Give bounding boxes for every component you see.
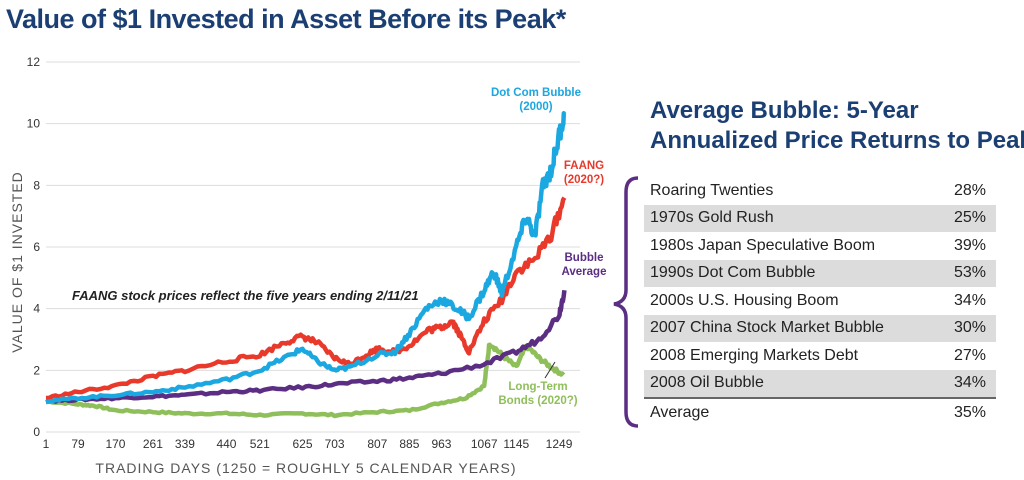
x-tick-label: 261 bbox=[143, 437, 163, 451]
row-label: 2000s U.S. Housing Boom bbox=[650, 291, 839, 309]
row-label: 2008 Oil Bubble bbox=[644, 369, 900, 398]
table-row: 2007 China Stock Market Bubble 30% bbox=[644, 314, 996, 342]
table-row: Roaring Twenties 28% bbox=[644, 177, 996, 205]
series-label: Bonds (2020?) bbox=[498, 395, 577, 407]
x-tick-label: 339 bbox=[175, 437, 195, 451]
x-tick-label: 703 bbox=[325, 437, 345, 451]
x-tick-label: 1 bbox=[43, 437, 50, 451]
table-row: 1980s Japan Speculative Boom 39% bbox=[644, 232, 996, 260]
grid-lines bbox=[46, 61, 580, 433]
y-tick-label: 10 bbox=[27, 117, 41, 131]
y-tick-label: 2 bbox=[33, 363, 40, 377]
row-value: 34% bbox=[900, 369, 996, 398]
table-row: 2000s U.S. Housing Boom 34% bbox=[644, 287, 996, 315]
row-label: Roaring Twenties bbox=[650, 181, 774, 199]
series-line-dot-com-bubble-2000- bbox=[45, 111, 567, 405]
x-tick-label: 170 bbox=[105, 437, 125, 451]
series-lines bbox=[45, 111, 567, 419]
y-tick-label: 8 bbox=[33, 178, 40, 192]
x-tick-labels: 1 79 170 261 339 440 521 625 703 807 885 963 1067 114… bbox=[43, 437, 573, 451]
table-title: Average Bubble: 5-Year Annualized Price … bbox=[650, 96, 1024, 156]
row-label: 1970s Gold Rush bbox=[644, 204, 900, 232]
line-chart: 0 2 4 6 8 10 12 1 79 170 261 339 440 521 625 703 807 885… bbox=[9, 55, 607, 476]
bubble-returns-table: Roaring Twenties 28% 1970s Gold Rush 25% 198… bbox=[644, 177, 996, 427]
series-label: Average bbox=[562, 266, 607, 278]
chart-title: Value of $1 Invested in Asset Before its… bbox=[6, 4, 566, 34]
average-label: Average bbox=[644, 397, 900, 427]
table-row: 1970s Gold Rush 25% bbox=[644, 204, 996, 232]
x-tick-label: 625 bbox=[293, 437, 313, 451]
row-value: 27% bbox=[953, 346, 986, 364]
row-value: 30% bbox=[900, 314, 996, 342]
table-title-line-2: Annualized Price Returns to Peak* bbox=[650, 127, 1024, 154]
table-row: 2008 Emerging Markets Debt 27% bbox=[644, 342, 996, 370]
table-bracket bbox=[613, 176, 639, 428]
table-title-line-1: Average Bubble: 5-Year bbox=[650, 97, 919, 124]
series-line-faang-2020- bbox=[45, 196, 567, 401]
row-label: 2008 Emerging Markets Debt bbox=[650, 346, 859, 364]
row-value: 28% bbox=[953, 181, 986, 199]
series-label: Bubble bbox=[565, 252, 604, 264]
y-tick-label: 0 bbox=[33, 425, 40, 439]
average-value: 35% bbox=[900, 397, 996, 427]
row-label: 2007 China Stock Market Bubble bbox=[644, 314, 900, 342]
x-tick-label: 1067 bbox=[471, 437, 498, 451]
row-value: 34% bbox=[953, 291, 986, 309]
x-tick-label: 1249 bbox=[546, 437, 573, 451]
x-tick-label: 440 bbox=[216, 437, 236, 451]
x-tick-label: 963 bbox=[431, 437, 451, 451]
series-label: Long-Term bbox=[508, 381, 567, 393]
y-tick-label: 12 bbox=[27, 55, 41, 69]
series-label: Dot Com Bubble bbox=[491, 87, 581, 99]
series-label: (2000) bbox=[519, 101, 552, 113]
table-row: 1990s Dot Com Bubble 53% bbox=[644, 259, 996, 287]
row-value: 39% bbox=[953, 236, 986, 254]
row-label: 1990s Dot Com Bubble bbox=[644, 259, 900, 287]
chart-note: FAANG stock prices reflect the five year… bbox=[72, 288, 419, 303]
x-tick-label: 521 bbox=[250, 437, 270, 451]
series-labels: Long-Term Bonds (2020?) Bubble Average FAANG… bbox=[491, 87, 607, 407]
y-tick-label: 4 bbox=[33, 302, 40, 316]
x-tick-label: 807 bbox=[367, 437, 387, 451]
y-axis-label: VALUE OF $1 INVESTED bbox=[9, 171, 25, 353]
y-tick-label: 6 bbox=[33, 240, 40, 254]
series-label: FAANG bbox=[564, 160, 604, 172]
row-label: 1980s Japan Speculative Boom bbox=[650, 236, 876, 254]
series-line-long-term-bonds-2020- bbox=[45, 342, 566, 419]
average-row: Average 35% bbox=[644, 397, 996, 427]
x-tick-label: 79 bbox=[71, 437, 85, 451]
row-value: 25% bbox=[900, 204, 996, 232]
x-tick-label: 1145 bbox=[503, 437, 529, 451]
label-leader-line bbox=[544, 361, 556, 379]
table-row: 2008 Oil Bubble 34% bbox=[644, 369, 996, 398]
x-tick-label: 885 bbox=[399, 437, 419, 451]
x-axis-label: TRADING DAYS (1250 = ROUGHLY 5 CALENDAR … bbox=[95, 460, 516, 476]
row-value: 53% bbox=[900, 259, 996, 287]
y-tick-labels: 0 2 4 6 8 10 12 bbox=[27, 55, 41, 439]
bracket-path bbox=[613, 176, 639, 428]
series-line-bubble-average bbox=[45, 289, 567, 405]
series-label: (2020?) bbox=[564, 174, 604, 186]
